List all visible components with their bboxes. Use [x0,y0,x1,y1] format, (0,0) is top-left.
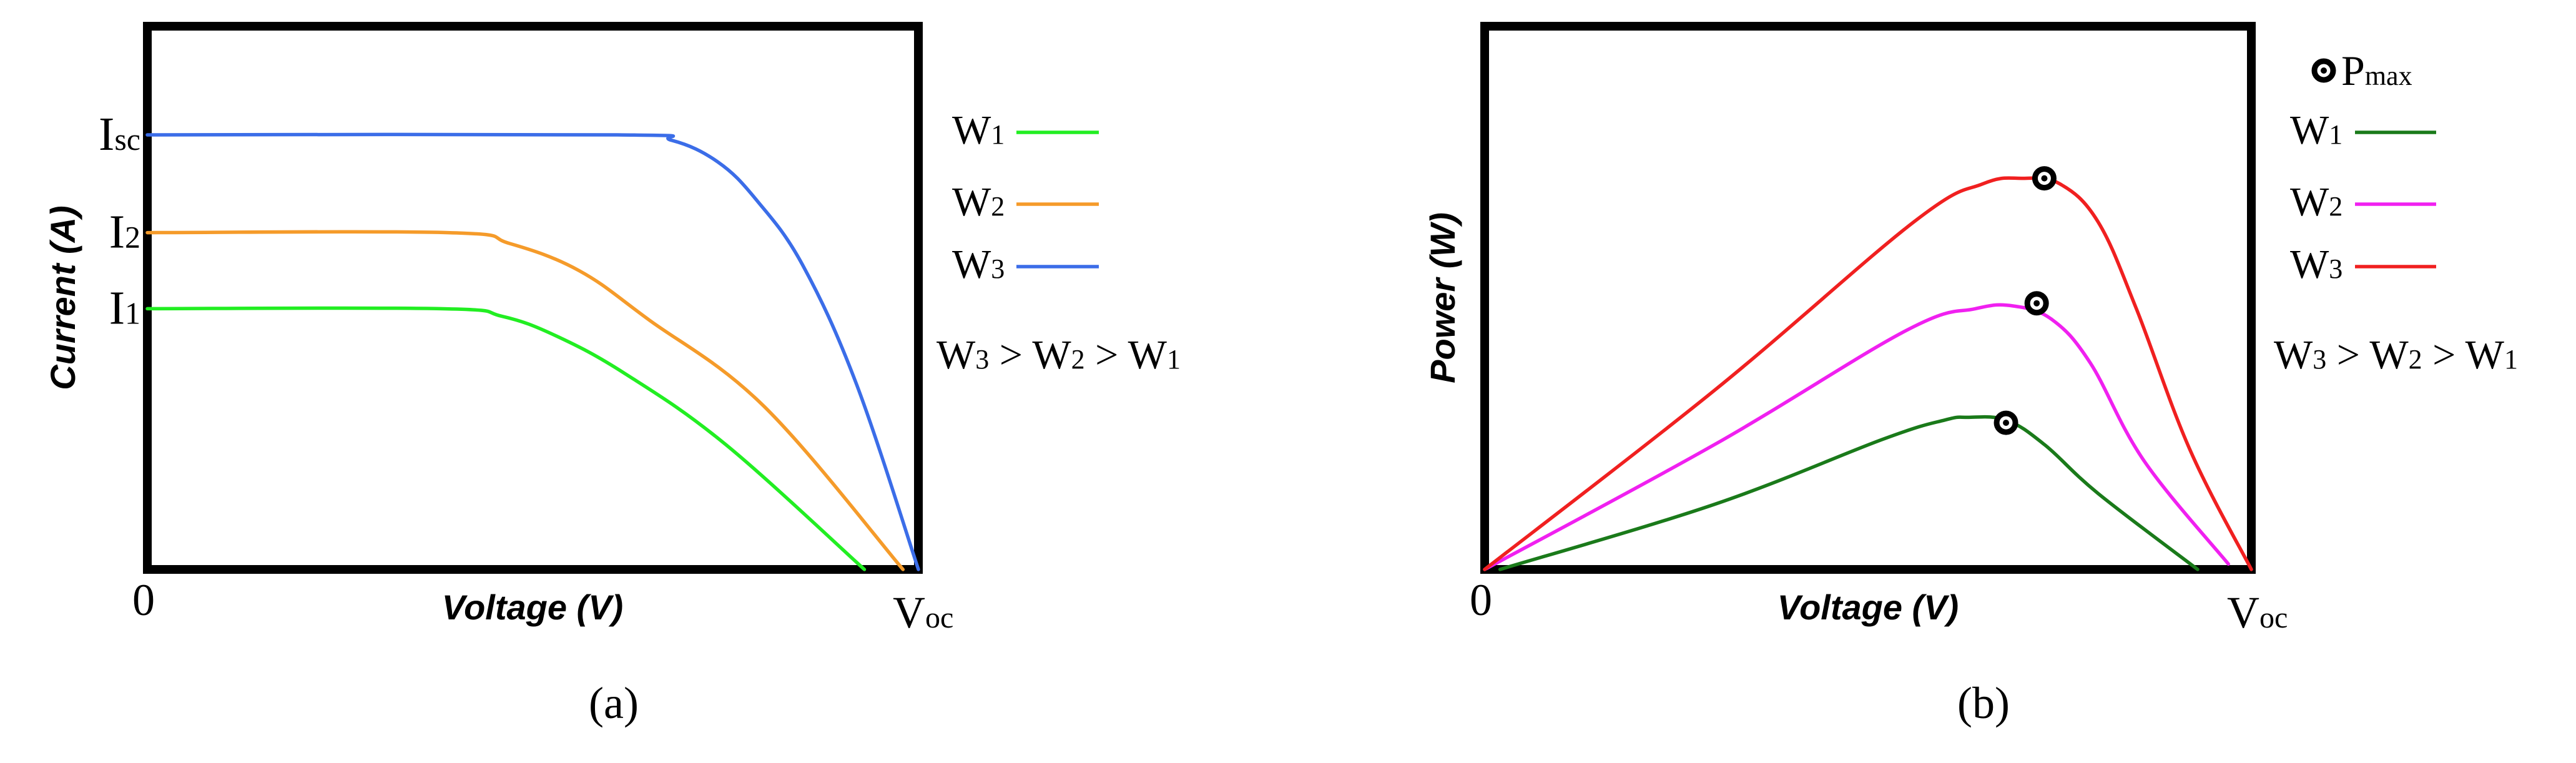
panel-b-xlabel: Voltage (V) [1777,588,1959,627]
legend-label-w1: W1 [952,107,1005,153]
panel-b-voc-tick: Voc [2227,588,2288,637]
legend-label-w3: W3 [2290,242,2342,287]
series-w1-curve [1498,415,2200,571]
panel-a-ylabel: Current (A) [43,205,82,390]
panel-b-curve-layer [1483,176,2253,571]
panel-b-x-origin-tick: 0 [1470,575,1492,625]
series-w2-curve [1483,303,2230,571]
panel-a-plot-frame [143,22,923,574]
panel-a-curve-layer [145,132,920,571]
panel-a-y-tick-labels: Isc I2 I1 [99,108,140,334]
panel-a-legend: W1 W2 W3 [952,107,1099,287]
pmax-marker-dot-w3 [2041,175,2048,182]
legend-label-w3: W3 [952,242,1005,287]
panel-a-x-origin-tick: 0 [132,575,155,625]
panel-a-iv-curves: Voltage (V) Current (A) 0 Voc Isc I2 I1 W1… [43,22,1181,728]
series-w2-curve [145,230,905,571]
y-tick-label-i2: I2 [109,206,140,258]
pmax-legend-label: Pmax [2341,47,2412,94]
y-tick-label-i1: I1 [109,282,140,334]
panel-a-caption: (a) [589,678,639,728]
pmax-marker-dot-w2 [2033,300,2040,307]
panel-b-pv-curves: Voltage (V) Power (W) 0 Voc Pmax W1 W2 W3 … [1423,22,2518,728]
panel-a-order-annotation: W3 > W2 > W1 [937,332,1181,378]
series-w3-curve [145,132,920,571]
series-w3-curve [1483,176,2253,571]
y-tick-label-isc: Isc [99,108,140,160]
panel-b-plot-frame [1480,22,2256,574]
pmax-legend-marker-dot [2321,67,2327,74]
series-w1-curve [145,306,867,571]
panel-b-ylabel: Power (W) [1423,212,1462,383]
legend-label-w1: W1 [2290,107,2342,153]
panel-b-pmax-markers [1993,166,2057,435]
panel-b-order-annotation: W3 > W2 > W1 [2274,332,2518,378]
pmax-marker-dot-w1 [2003,420,2010,426]
panel-b-pmax-legend: Pmax [2311,47,2412,94]
legend-label-w2: W2 [2290,179,2342,225]
panel-a-voc-tick: Voc [893,588,953,637]
panel-b-legend: W1 W2 W3 [2290,107,2436,287]
panel-b-caption: (b) [1957,678,2010,728]
panel-a-xlabel: Voltage (V) [442,588,623,627]
legend-label-w2: W2 [952,179,1005,225]
